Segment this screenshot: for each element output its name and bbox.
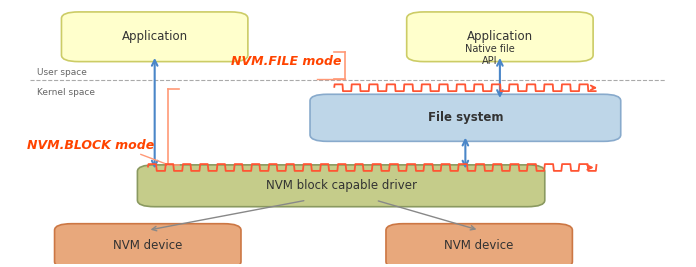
FancyBboxPatch shape <box>61 12 248 62</box>
FancyBboxPatch shape <box>54 224 241 267</box>
Text: NVM block capable driver: NVM block capable driver <box>266 179 417 192</box>
FancyBboxPatch shape <box>137 165 545 207</box>
Text: Application: Application <box>122 30 188 43</box>
Text: Native file
API: Native file API <box>465 44 514 66</box>
Text: NVM.FILE mode: NVM.FILE mode <box>230 55 341 68</box>
Text: File system: File system <box>427 111 503 124</box>
Text: Kernel space: Kernel space <box>38 88 95 97</box>
Text: NVM.BLOCK mode: NVM.BLOCK mode <box>27 139 155 152</box>
FancyBboxPatch shape <box>386 224 572 267</box>
Text: NVM device: NVM device <box>445 239 514 252</box>
Text: NVM device: NVM device <box>113 239 182 252</box>
FancyBboxPatch shape <box>310 94 621 141</box>
FancyBboxPatch shape <box>406 12 593 62</box>
Text: Application: Application <box>467 30 533 43</box>
Text: User space: User space <box>38 68 87 77</box>
